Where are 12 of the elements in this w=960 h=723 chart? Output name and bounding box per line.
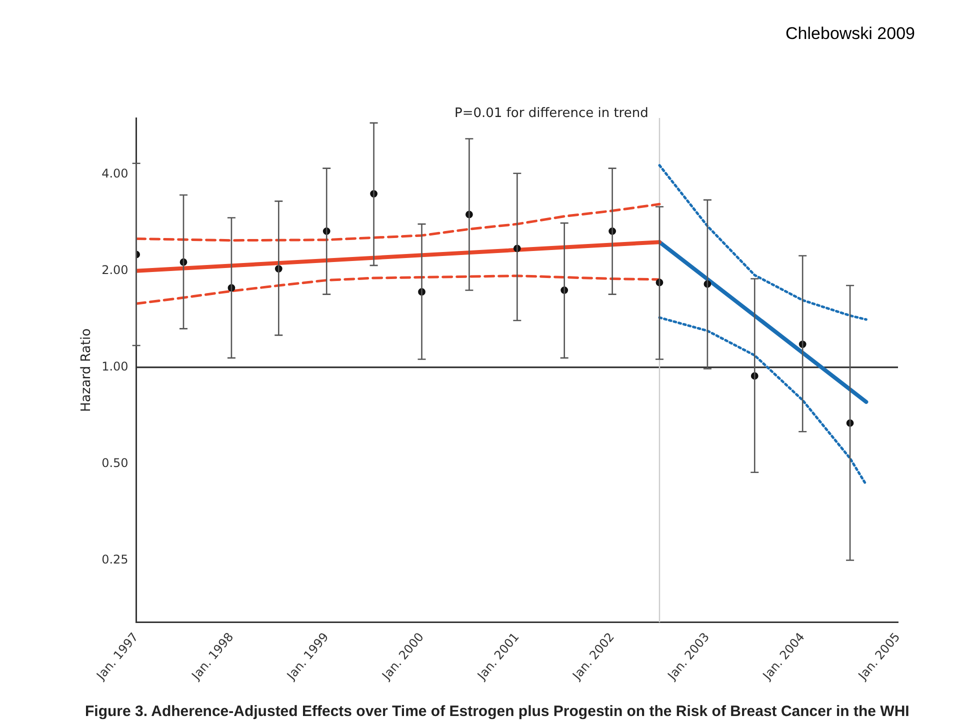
line-series bbox=[658, 316, 868, 486]
y-tick-label: 4.00 bbox=[102, 166, 128, 181]
y-tick-label: 2.00 bbox=[102, 263, 128, 277]
y-tick-label: 0.25 bbox=[102, 552, 128, 566]
y-tick-label: 0.50 bbox=[102, 456, 128, 470]
annotation: P=0.01 for difference in trend bbox=[454, 106, 648, 121]
y-axis-title: Hazard Ratio bbox=[79, 328, 94, 412]
caption: Figure 3. Adherence-Adjusted Effects over Time of Estrogen plus Progestin on the Risk of Breast Cancer in the WHI bbox=[85, 703, 910, 720]
text: Chlebowski 2009 bbox=[786, 24, 915, 44]
line-series bbox=[658, 164, 868, 321]
y-tick-label: 1.00 bbox=[102, 359, 128, 374]
line-series bbox=[136, 202, 661, 242]
